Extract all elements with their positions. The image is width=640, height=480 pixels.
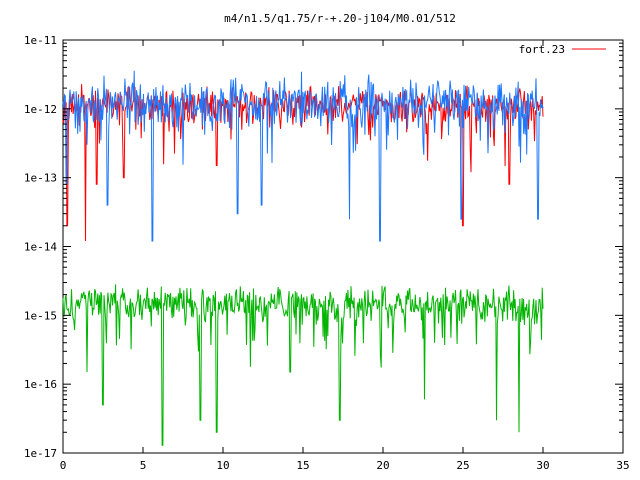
y-tick-label: 1e-11 [24, 34, 57, 47]
y-tick-label: 1e-15 [24, 309, 57, 322]
series-layer [62, 70, 544, 446]
x-tick-label: 30 [536, 459, 549, 472]
legend: fort.23 [519, 43, 606, 56]
y-tick-label: 1e-17 [24, 447, 57, 460]
axes-layer: 0 5 10 15 20 25 30 35 1e-17 1e-16 1e-15 1e-14 1e-13 1… [24, 34, 630, 472]
y-tick-label: 1e-14 [24, 241, 57, 254]
chart-title: m4/n1.5/q1.75/r-+.20-j104/M0.01/512 [224, 12, 456, 25]
x-tick-label: 5 [140, 459, 147, 472]
series-line-2 [62, 284, 544, 446]
series-line-1 [62, 70, 544, 242]
y-tick-label: 1e-16 [24, 378, 57, 391]
x-tick-label: 35 [616, 459, 629, 472]
y-tick-label: 1e-13 [24, 172, 57, 185]
x-tick-label: 15 [296, 459, 309, 472]
x-tick-label: 20 [376, 459, 389, 472]
x-tick-label: 25 [456, 459, 469, 472]
x-tick-label: 10 [216, 459, 229, 472]
x-tick-label: 0 [60, 459, 67, 472]
legend-label: fort.23 [519, 43, 565, 56]
y-tick-label: 1e-12 [24, 103, 57, 116]
